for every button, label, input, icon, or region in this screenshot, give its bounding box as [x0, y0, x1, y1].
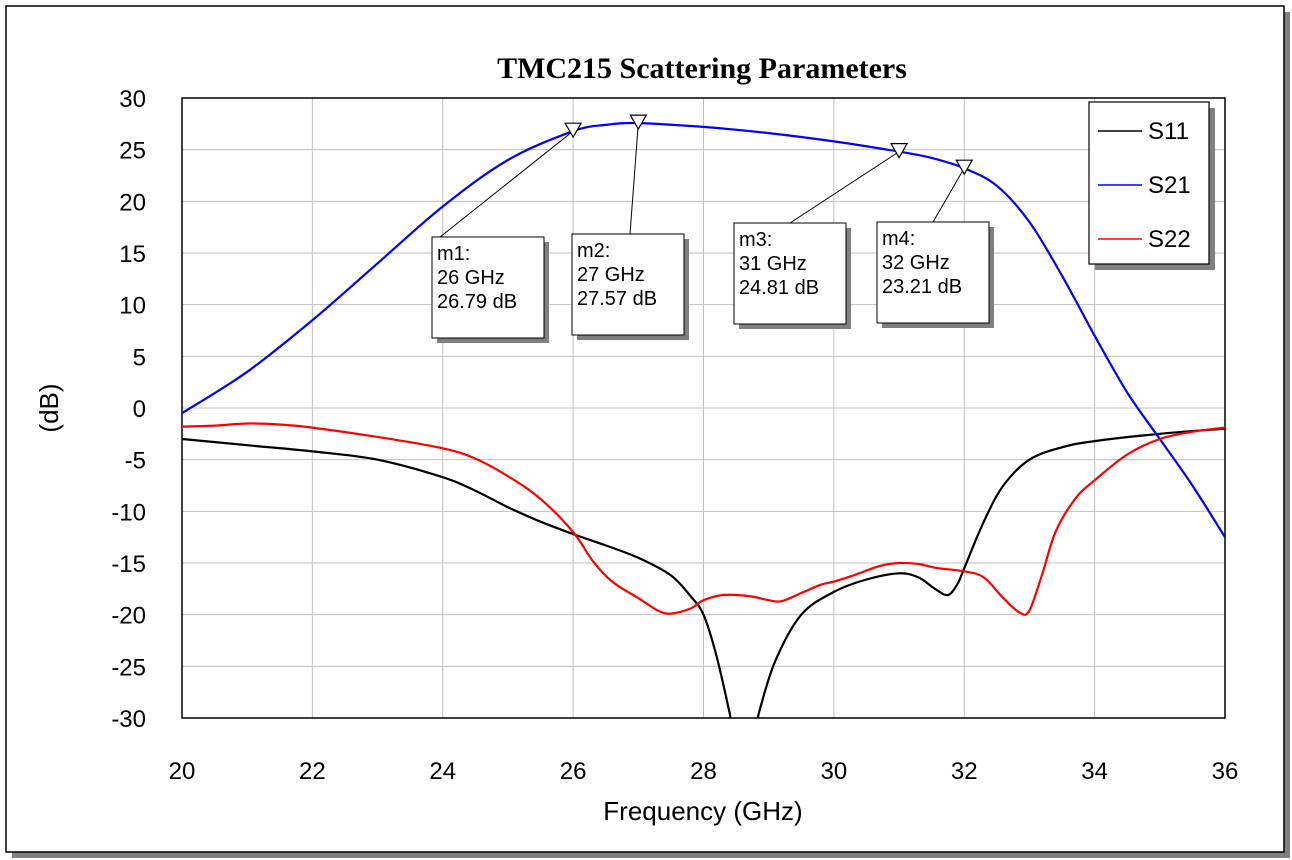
legend-box	[1088, 101, 1210, 265]
x-axis-label: Frequency (GHz)	[603, 796, 802, 826]
x-tick-label: 20	[169, 758, 196, 785]
x-tick-label: 32	[951, 758, 978, 785]
marker-box	[571, 233, 685, 336]
marker-triangle	[890, 143, 909, 159]
marker-text: 26 GHz	[437, 267, 505, 289]
marker-text: m3:	[739, 229, 772, 251]
y-tick-label: -15	[111, 551, 146, 578]
marker-text: 31 GHz	[739, 253, 807, 275]
y-tick-label: -10	[111, 499, 146, 526]
marker-text: 27.57 dB	[577, 288, 657, 310]
legend-label-s11: S11	[1148, 118, 1189, 145]
y-tick-label: 15	[119, 241, 146, 268]
marker-text: m1:	[437, 243, 470, 265]
plot-area	[181, 97, 1226, 719]
y-tick-label: -20	[111, 603, 146, 630]
marker-text: 24.81 dB	[739, 277, 819, 299]
x-tick-label: 24	[429, 758, 456, 785]
marker-text: 23.21 dB	[882, 276, 962, 298]
marker-leader	[629, 123, 639, 235]
marker-leader	[439, 130, 574, 238]
y-tick-label: 10	[119, 293, 146, 320]
y-tick-label: 20	[119, 189, 146, 216]
marker-triangle	[955, 159, 974, 176]
y-tick-label: -5	[125, 448, 146, 475]
legend-label-s21: S21	[1148, 172, 1191, 199]
y-tick-label: 30	[119, 86, 146, 113]
x-tick-label: 22	[299, 758, 326, 785]
marker-box	[733, 222, 847, 325]
x-tick-label: 30	[821, 758, 848, 785]
marker-text: m4:	[882, 228, 915, 250]
x-tick-label: 28	[690, 758, 717, 785]
series-line-s11	[182, 427, 1225, 718]
series-lines	[182, 121, 1225, 718]
legend-label-s22: S22	[1148, 226, 1191, 253]
marker-leader	[932, 167, 965, 223]
marker-box	[876, 221, 990, 324]
x-tick-label: 26	[560, 758, 587, 785]
legend: S11 S21 S22	[1088, 101, 1215, 270]
y-axis-label: (dB)	[34, 383, 64, 432]
marker-text: 27 GHz	[577, 264, 645, 286]
marker-triangle	[629, 114, 648, 131]
marker-text: 26.79 dB	[437, 291, 517, 313]
marker-leader	[789, 151, 900, 224]
marker-triangle	[564, 122, 583, 139]
y-tick-label: 0	[133, 396, 146, 423]
y-tick-label: 5	[133, 344, 146, 371]
y-tick-label: -30	[111, 706, 146, 733]
y-tick-label: -25	[111, 654, 146, 681]
x-tick-label: 34	[1081, 758, 1108, 785]
x-tick-label: 36	[1212, 758, 1239, 785]
frame-border	[5, 5, 1285, 853]
marker-box	[431, 236, 545, 339]
series-line-s21	[182, 121, 1225, 538]
series-line-s22	[182, 422, 1225, 616]
chart-title: TMC215 Scattering Parameters	[497, 52, 907, 85]
y-axis-ticks: 30 25 20 15 10 5 0 -5 -10 -15 -20 -25 -30	[111, 86, 146, 733]
marker-text: m2:	[577, 240, 610, 262]
x-axis-ticks: 20 22 24 26 28 30 32 34 36	[169, 758, 1239, 785]
y-tick-label: 25	[119, 138, 146, 165]
marker-text: 32 GHz	[882, 252, 950, 274]
